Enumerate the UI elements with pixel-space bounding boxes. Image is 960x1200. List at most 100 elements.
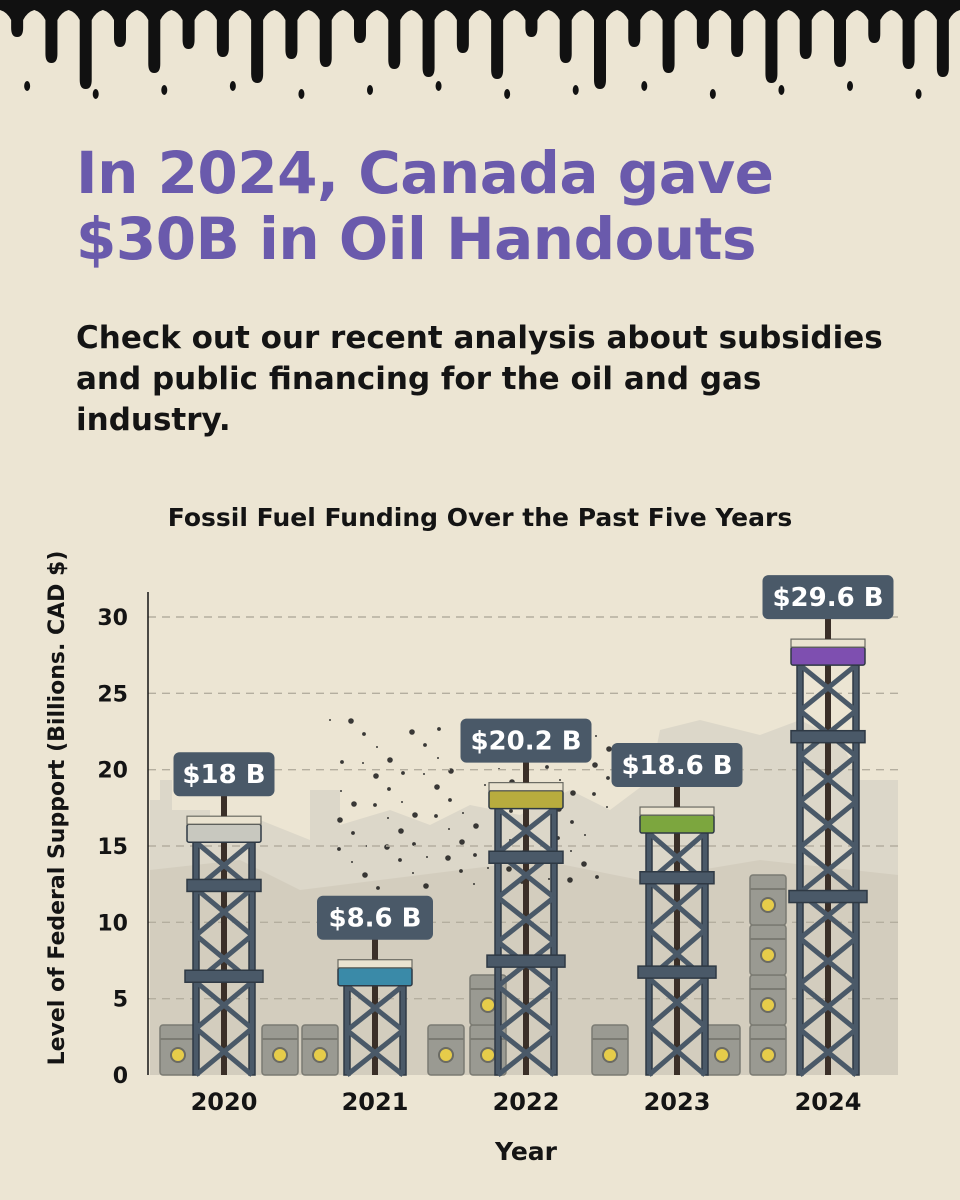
oil-splatter-dot (509, 809, 513, 813)
oil-splatter-dot (506, 866, 512, 872)
bar-2020 (184, 764, 264, 1077)
oil-splatter-dot (484, 784, 486, 786)
barrel-emblem (760, 997, 776, 1013)
drip-drop (24, 81, 31, 91)
rig-flare-stack (523, 760, 529, 783)
x-tick-label: 2022 (493, 1088, 560, 1116)
y-axis: 0 5 10 15 20 25 30 2020 2021 2022 2023 2024 (97, 592, 861, 1116)
rig-crossbar (790, 729, 866, 744)
rig-leg (645, 832, 653, 1076)
oil-splatter-dot (570, 790, 576, 796)
oil-splatter-dot (348, 718, 354, 724)
oil-splatter-dot (351, 801, 357, 807)
data-label-box (173, 752, 275, 797)
barrel-emblem (438, 1047, 454, 1063)
data-label: $20.2 B (470, 727, 581, 757)
drip-drop (847, 81, 853, 91)
oil-splatter-dot (426, 856, 428, 858)
rig-brace (345, 983, 405, 1033)
rig-crossbar (788, 889, 868, 904)
oil-splatter-dot (581, 861, 587, 867)
rig-deck (488, 789, 564, 810)
oil-splatter-dot (570, 820, 574, 824)
oil-splatter-dot (387, 817, 389, 819)
oil-splatter-dot (606, 776, 610, 780)
rig-brace (496, 895, 556, 944)
rig-brace (798, 799, 858, 850)
rig-brace (496, 806, 556, 855)
barrel-emblem (272, 1047, 288, 1063)
data-label: $29.6 B (772, 583, 883, 613)
headline: In 2024, Canada gave $30B in Oil Handout… (76, 140, 936, 272)
bar-2024 (788, 587, 868, 1077)
oil-splatter-dot (412, 872, 414, 874)
oil-splatter-dot (459, 839, 465, 845)
x-tick-label: 2023 (644, 1088, 711, 1116)
oil-splatter-dot (373, 773, 379, 779)
oil-splatter-dot (337, 847, 341, 851)
data-label-box (317, 895, 433, 940)
rig-crossbar (488, 850, 564, 864)
rig-brace (496, 984, 556, 1033)
oil-splatter-dot (473, 883, 475, 885)
drip-drop (572, 85, 579, 95)
rig-brace (798, 981, 858, 1032)
oil-splatter-dot (329, 719, 331, 721)
drip-drop (298, 89, 305, 99)
y-tick-label: 15 (97, 835, 128, 860)
oil-splatter-dot (437, 757, 439, 759)
rig-railing (186, 815, 262, 825)
oil-splatter-dot (606, 806, 608, 808)
data-label: $18.6 B (621, 751, 732, 781)
x-axis-label: Year (494, 1137, 558, 1166)
oil-splatter-dot (584, 834, 586, 836)
drip-drop (367, 85, 373, 95)
drip-drop (229, 81, 236, 91)
rig-pipe (523, 808, 529, 1075)
oil-splatter-dot (592, 762, 598, 768)
oil-splatter-dot (362, 872, 368, 878)
rig-brace (798, 1027, 858, 1077)
oil-splatter-dot (387, 787, 391, 791)
oil-splatter-dot (448, 828, 450, 830)
rig-brace (496, 1028, 556, 1077)
rig-flare-stack (674, 785, 680, 808)
data-label-box (460, 718, 592, 763)
y-tick-label: 20 (97, 759, 128, 784)
oil-splatter-dot (459, 869, 463, 873)
headline-line-2: $30B in Oil Handouts (76, 205, 756, 273)
rig-deck (790, 646, 866, 666)
rig-leg (852, 664, 860, 1076)
oil-splatter-dot (595, 875, 599, 879)
rig-pipe (372, 985, 378, 1075)
rig-flare-stack (221, 794, 227, 817)
y-tick-label: 30 (97, 606, 128, 631)
oil-splatter-dot (423, 773, 425, 775)
drip-drop (435, 81, 442, 91)
oil-splatter-dot (340, 790, 342, 792)
oil-splatter-dot (606, 746, 612, 752)
rig-leg (701, 832, 709, 1076)
y-tick-label: 10 (97, 911, 128, 936)
oil-splatter-dot (398, 858, 402, 862)
rig-railing (790, 638, 866, 648)
oil-splatter-dot (445, 855, 451, 861)
drip-drop (92, 89, 99, 99)
oil-splatter-dot (434, 814, 438, 818)
oil-splatter-dot (412, 812, 418, 818)
y-tick-label: 25 (97, 682, 128, 707)
rig-brace (798, 754, 858, 804)
oil-splatter-dot (376, 746, 378, 748)
data-labels: $18 B $8.6 B $20.2 B $18.6 B $29.6 B (173, 575, 894, 940)
drip-drop (709, 89, 716, 99)
barrel-emblem (312, 1047, 328, 1063)
rig-flare-stack (372, 937, 378, 960)
rig-railing (639, 806, 715, 816)
barrel-emblem (170, 1047, 186, 1063)
oil-splatter-dot (351, 861, 353, 863)
oil-splatter-dot (398, 828, 404, 834)
barrel-emblem (480, 1047, 496, 1063)
y-tick-label: 0 (113, 1064, 128, 1089)
oil-splatter-dot (448, 798, 452, 802)
rig-leg (192, 841, 200, 1076)
